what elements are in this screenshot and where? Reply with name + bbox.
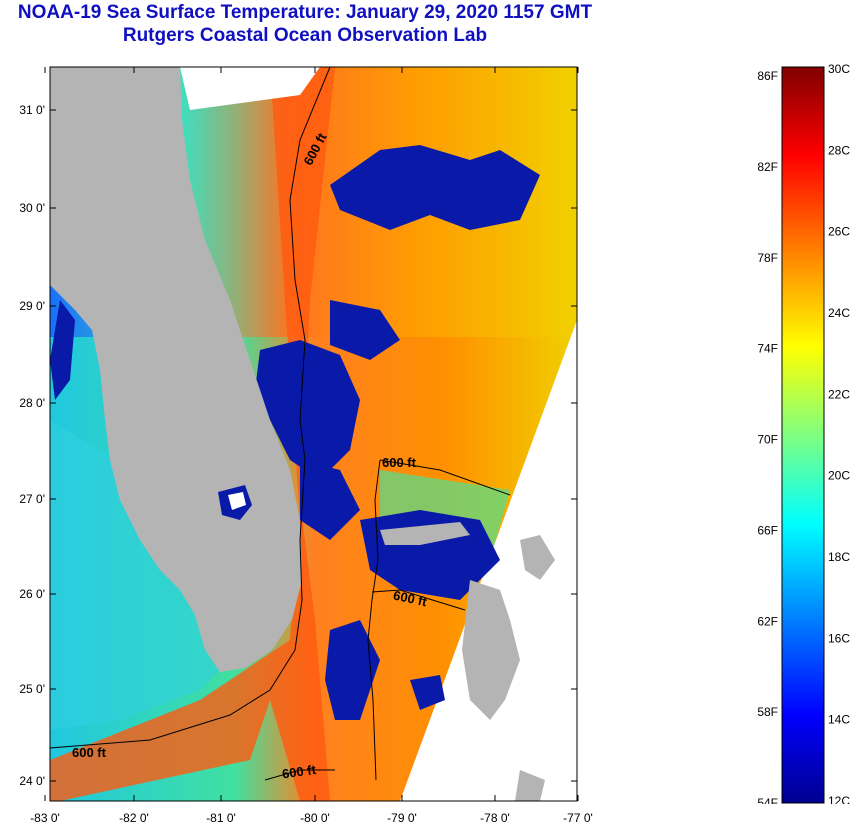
contour-label: 600 ft [72, 745, 107, 760]
colorbar-f-label: 78F [757, 251, 778, 265]
colorbar-f-label: 54F [757, 796, 778, 804]
x-tick-label: -81 0' [206, 811, 236, 825]
x-axis: -83 0' -82 0' -81 0' -80 0' -79 0' -78 0' -77 … [30, 67, 593, 825]
sst-image [50, 67, 577, 801]
map-subtitle: Rutgers Coastal Ocean Observation Lab [122, 25, 488, 46]
colorbar-c-label: 12C [828, 794, 850, 804]
colorbar-c-label: 20C [828, 469, 850, 483]
florida-land [50, 67, 302, 672]
map-frame [49, 66, 578, 802]
colorbar-f-label: 86F [757, 69, 778, 83]
y-tick-label: 25 0' [19, 682, 45, 696]
colorbar-c-label: 18C [828, 550, 850, 564]
map-title: NOAA-19 Sea Surface Temperature: January… [17, 2, 593, 23]
colorbar-c-label: 16C [828, 631, 850, 645]
y-tick-label: 24 0' [19, 774, 45, 788]
y-tick-label: 30 0' [19, 201, 45, 215]
contour-600ft [49, 66, 511, 781]
colorbar-f-label: 58F [757, 705, 778, 719]
x-tick-label: -82 0' [119, 811, 149, 825]
x-tick-label: -80 0' [300, 811, 330, 825]
colorbar-c-label: 24C [828, 306, 850, 320]
colorbar-f-label: 66F [757, 523, 778, 537]
colorbar-c-label: 30C [828, 62, 850, 76]
x-tick-label: -77 0' [563, 811, 593, 825]
contour-label: 600 ft [382, 455, 417, 470]
x-tick-label: -79 0' [387, 811, 417, 825]
colorbar-c-label: 14C [828, 713, 850, 727]
y-tick-label: 26 0' [19, 587, 45, 601]
x-tick-label: -83 0' [30, 811, 60, 825]
y-tick-label: 28 0' [19, 396, 45, 410]
colorbar-f-label: 74F [757, 342, 778, 356]
colorbar-c-label: 28C [828, 143, 850, 157]
colorbar-f-label: 82F [757, 160, 778, 174]
colorbar-c-label: 22C [828, 387, 850, 401]
y-tick-label: 31 0' [19, 103, 45, 117]
y-tick-label: 29 0' [19, 299, 45, 313]
colorbar-c-label: 26C [828, 225, 850, 239]
colorbar-f-label: 62F [757, 614, 778, 628]
y-axis: 31 0' 30 0' 29 0' 28 0' 27 0' 26 0' 25 0' 24 0' [19, 103, 577, 788]
colorbar-f-label: 70F [757, 433, 778, 447]
colorbar-scale [781, 66, 825, 804]
y-tick-label: 27 0' [19, 492, 45, 506]
contour-label: 600 ft [281, 762, 317, 782]
x-tick-label: -78 0' [480, 811, 510, 825]
contour-label: 600 ft [392, 588, 429, 610]
temperature-colorbar: 86F 82F 78F 74F 70F 66F 62F 58F 54F 30C 28C 26C 24C 2… [757, 62, 850, 804]
